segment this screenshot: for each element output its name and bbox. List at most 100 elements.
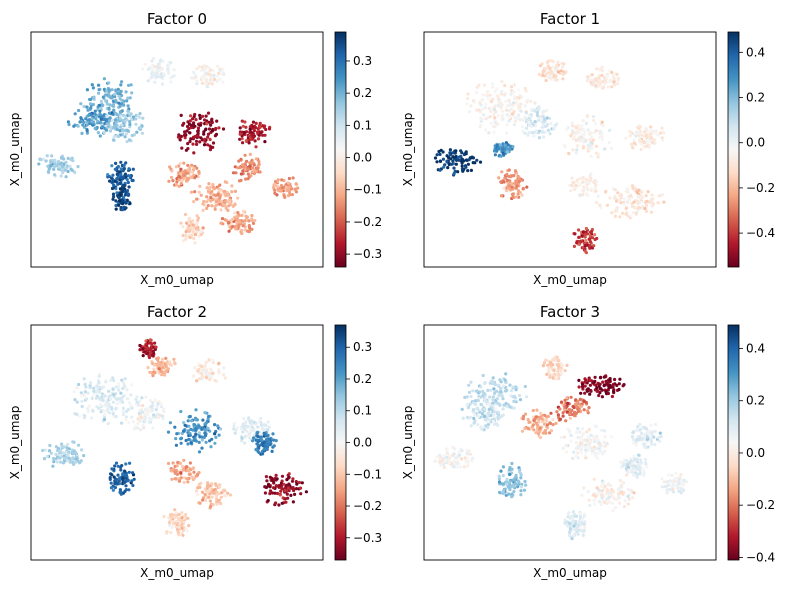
data-point — [639, 200, 643, 204]
data-point — [136, 417, 140, 421]
data-point — [526, 133, 530, 137]
data-point — [236, 196, 240, 200]
data-point — [468, 452, 473, 456]
data-point — [182, 421, 186, 425]
data-point — [586, 409, 590, 413]
data-point — [508, 405, 512, 409]
data-point — [193, 233, 197, 237]
data-point — [115, 402, 119, 406]
data-point — [173, 425, 177, 429]
data-point — [121, 386, 125, 390]
data-point — [523, 479, 527, 484]
data-point — [470, 458, 474, 462]
data-point — [274, 473, 278, 477]
data-point — [636, 209, 640, 213]
data-point — [587, 237, 591, 241]
data-point — [613, 188, 618, 192]
data-point — [583, 377, 587, 381]
data-point — [568, 521, 572, 526]
data-point — [596, 456, 600, 460]
data-point — [493, 383, 497, 387]
data-point — [294, 190, 299, 194]
data-point — [626, 494, 630, 499]
data-point — [445, 447, 449, 451]
data-point — [134, 122, 138, 126]
data-point — [525, 100, 529, 104]
data-point — [87, 404, 91, 408]
data-point — [177, 525, 181, 529]
data-point — [118, 397, 122, 401]
data-point — [572, 244, 577, 248]
data-point — [499, 194, 504, 198]
data-point — [115, 191, 119, 195]
data-point — [556, 370, 560, 374]
data-point — [201, 114, 205, 118]
data-point — [194, 418, 198, 422]
data-point — [128, 125, 132, 129]
data-point — [118, 199, 122, 203]
data-point — [150, 407, 154, 411]
data-point — [195, 67, 199, 71]
data-point — [105, 125, 109, 130]
data-point — [497, 474, 501, 478]
data-point — [543, 117, 547, 121]
data-point — [500, 170, 504, 174]
data-point — [593, 498, 597, 502]
data-point — [174, 511, 178, 515]
data-point — [497, 480, 502, 484]
data-point — [574, 441, 578, 445]
data-point — [207, 414, 211, 419]
data-point — [66, 459, 70, 463]
data-point — [517, 113, 521, 117]
data-point — [125, 178, 129, 182]
data-point — [221, 80, 225, 84]
data-point — [112, 183, 116, 187]
data-point — [652, 435, 656, 439]
data-point — [202, 364, 206, 368]
data-point — [204, 79, 208, 84]
data-point — [165, 369, 169, 373]
data-point — [624, 136, 628, 140]
data-point — [610, 435, 614, 439]
data-point — [512, 174, 516, 178]
data-point — [215, 379, 219, 383]
data-point — [595, 67, 599, 71]
data-point — [179, 221, 183, 225]
data-point — [93, 126, 97, 130]
data-point — [480, 118, 484, 122]
data-point — [111, 488, 115, 492]
data-point — [198, 371, 202, 375]
data-point — [541, 70, 546, 74]
data-point — [480, 415, 484, 419]
data-point — [597, 500, 602, 504]
colorbar-tick-label: 0.2 — [746, 91, 765, 105]
colorbar: 0.40.20.0−0.2−0.4 — [727, 31, 775, 268]
data-point — [72, 449, 76, 453]
data-point — [660, 193, 665, 197]
data-point — [111, 173, 115, 177]
data-point — [481, 113, 486, 117]
data-point — [658, 431, 662, 435]
data-point — [261, 124, 265, 128]
data-point — [543, 130, 547, 134]
data-point — [217, 199, 221, 203]
data-point — [511, 103, 515, 107]
data-point — [512, 490, 516, 494]
data-point — [140, 396, 144, 400]
data-point — [112, 108, 116, 112]
data-point — [583, 384, 587, 388]
data-point — [205, 186, 209, 190]
data-point — [677, 480, 681, 484]
data-point — [89, 416, 93, 420]
data-point — [123, 489, 127, 493]
data-point — [584, 238, 588, 243]
data-point — [514, 388, 518, 392]
data-point — [159, 75, 163, 79]
data-point — [496, 411, 500, 415]
data-point — [591, 188, 595, 192]
colorbar-tick-label: 0.4 — [746, 342, 765, 356]
data-point — [571, 519, 575, 523]
data-point — [541, 364, 546, 368]
data-point — [110, 88, 114, 92]
data-point — [130, 479, 134, 483]
